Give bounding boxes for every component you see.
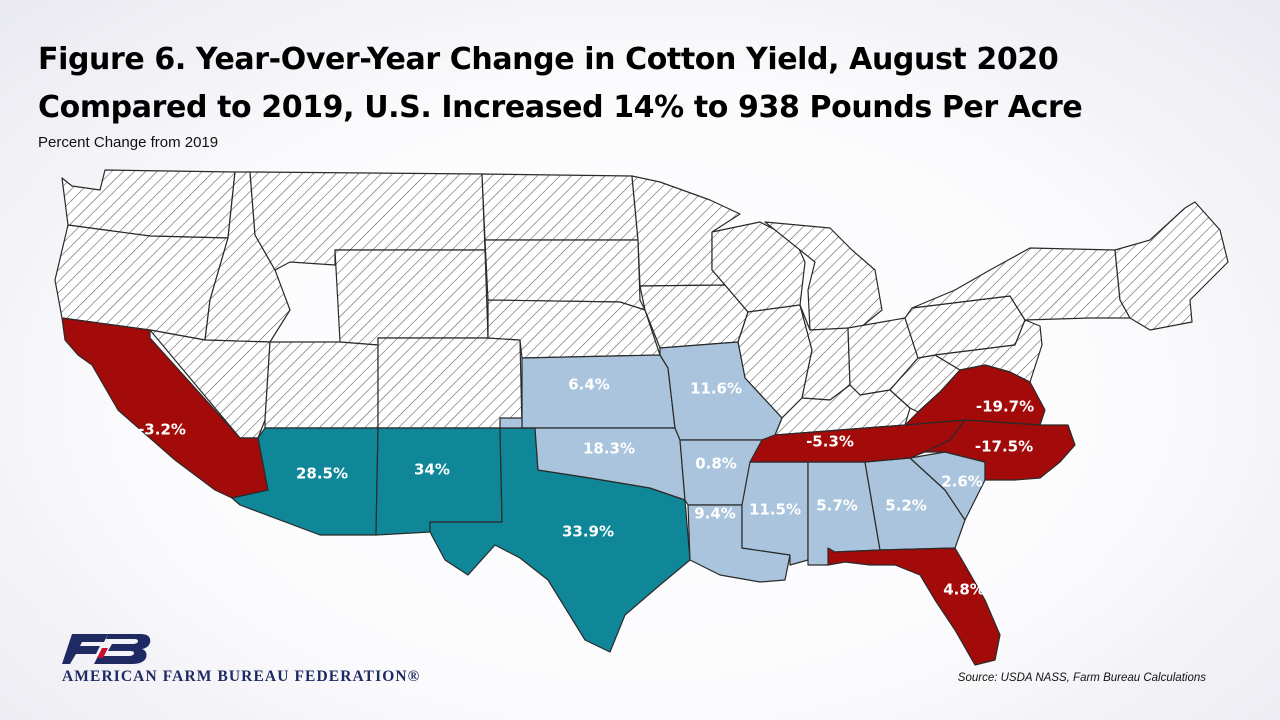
state-ok — [499, 417, 686, 501]
state-wy — [334, 249, 489, 346]
state-nc — [924, 419, 1076, 481]
chart-title: Figure 6. Year-Over-Year Change in Cotto… — [38, 36, 1258, 132]
hatched-states — [54, 169, 1229, 439]
label-la: 9.4% — [694, 505, 736, 523]
label-sc: 2.6% — [941, 473, 983, 491]
state-ut — [264, 341, 379, 429]
state-new-england — [1114, 201, 1229, 331]
state-nm — [375, 427, 503, 536]
state-ia — [639, 284, 749, 349]
state-value-labels: -3.2% 28.5% 34% 33.9% 6.4% 18.3% 11.6% 0… — [138, 376, 1034, 599]
colored-states — [61, 317, 1076, 666]
state-nd — [481, 173, 639, 241]
state-fl — [827, 547, 1001, 666]
title-line-2: Compared to 2019, U.S. Increased 14% to … — [38, 90, 1083, 125]
label-fl: 4.8% — [943, 581, 985, 599]
title-line-1: Figure 6. Year-Over-Year Change in Cotto… — [38, 42, 1059, 77]
label-ms: 11.5% — [749, 501, 801, 519]
label-nm: 34% — [414, 461, 450, 479]
label-al: 5.7% — [816, 497, 858, 515]
label-tx: 33.9% — [562, 523, 614, 541]
label-va: -19.7% — [976, 398, 1034, 416]
label-ks: 6.4% — [568, 376, 610, 394]
label-ga: 5.2% — [885, 497, 927, 515]
label-ca: -3.2% — [138, 421, 186, 439]
state-mi — [764, 221, 883, 331]
label-nc: -17.5% — [975, 438, 1033, 456]
label-tn: -5.3% — [806, 433, 854, 451]
source-note: Source: USDA NASS, Farm Bureau Calculati… — [957, 672, 1206, 684]
label-mo: 11.6% — [690, 380, 742, 398]
state-ca — [61, 317, 269, 499]
label-az: 28.5% — [296, 465, 348, 483]
label-ar: 0.8% — [695, 455, 737, 473]
label-ok: 18.3% — [583, 440, 635, 458]
organization-name: AMERICAN FARM BUREAU FEDERATION® — [62, 668, 421, 685]
state-co — [377, 337, 523, 429]
farm-bureau-fb-logo-icon — [62, 634, 151, 664]
map-subtitle: Percent Change from 2019 — [38, 134, 219, 151]
state-sd — [484, 239, 646, 311]
